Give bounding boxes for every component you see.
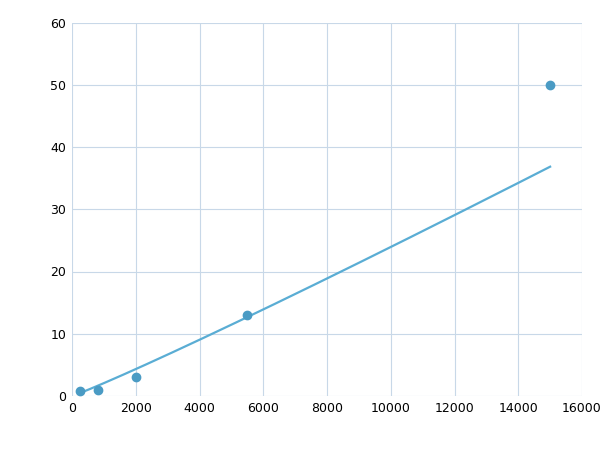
Point xyxy=(545,81,555,88)
Point xyxy=(75,387,85,395)
Point xyxy=(92,386,102,393)
Point xyxy=(131,374,140,381)
Point xyxy=(242,311,252,319)
